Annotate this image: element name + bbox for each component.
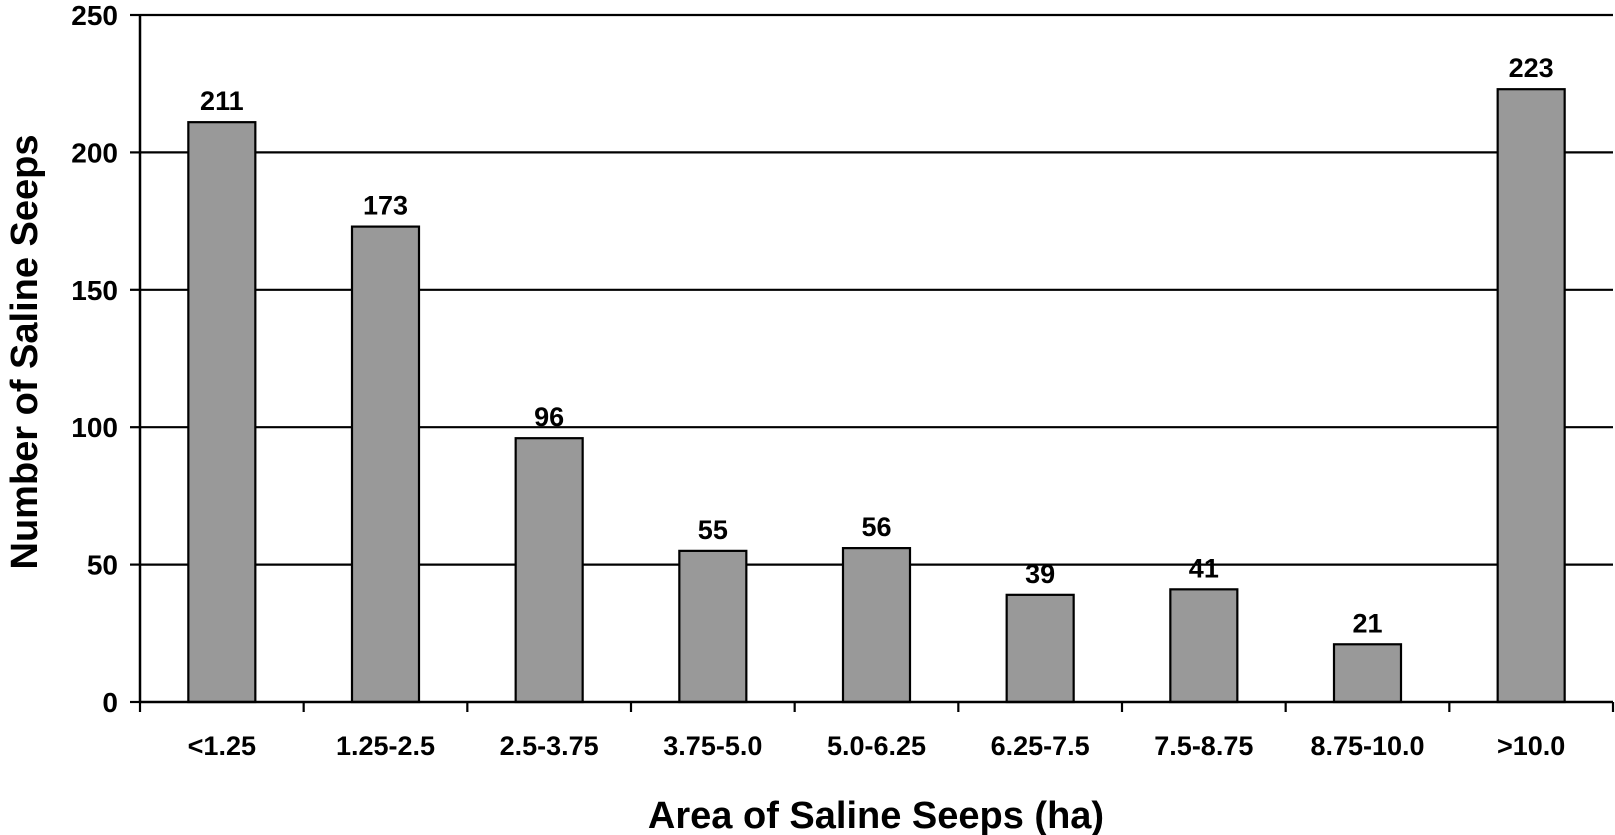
bar-data-label: 41 xyxy=(1189,553,1219,583)
x-category-label: 3.75-5.0 xyxy=(663,731,762,761)
x-category-label: 1.25-2.5 xyxy=(336,731,435,761)
axes xyxy=(130,13,1615,712)
bar-data-label: 173 xyxy=(363,191,408,221)
bar-data-label: 223 xyxy=(1509,53,1554,83)
bar xyxy=(1496,88,1566,704)
bar xyxy=(350,225,421,704)
x-category-label: <1.25 xyxy=(188,731,256,761)
bar xyxy=(1169,588,1239,704)
y-tick-label: 200 xyxy=(71,137,118,168)
bar xyxy=(187,121,257,704)
x-category-label: 6.25-7.5 xyxy=(991,731,1090,761)
x-axis-title: Area of Saline Seeps (ha) xyxy=(648,795,1104,835)
y-tick-label: 250 xyxy=(71,0,118,31)
y-tick-label: 100 xyxy=(71,412,118,443)
y-axis-title: Number of Saline Seeps xyxy=(4,134,46,569)
bar-data-label: 96 xyxy=(534,402,564,432)
bar-data-label: 56 xyxy=(861,512,891,542)
bars xyxy=(187,88,1566,704)
x-category-label: >10.0 xyxy=(1497,731,1565,761)
bar xyxy=(841,547,912,704)
x-category-label: 8.75-10.0 xyxy=(1310,731,1424,761)
y-tick-label: 150 xyxy=(71,275,118,306)
bar xyxy=(1005,593,1075,704)
labels: 0 50 100 150 200 250 211 <1.25 173 1.25-2.5 96 2.5-… xyxy=(71,0,1565,761)
x-category-label: 7.5-8.75 xyxy=(1154,731,1253,761)
bar-data-label: 21 xyxy=(1352,608,1382,638)
y-tick-label: 0 xyxy=(102,687,118,718)
bar-data-label: 39 xyxy=(1025,559,1055,589)
bar xyxy=(1332,643,1403,704)
x-category-label: 5.0-6.25 xyxy=(827,731,926,761)
bar xyxy=(514,437,584,704)
bar xyxy=(678,549,748,704)
bar-data-label: 55 xyxy=(698,515,728,545)
x-category-label: 2.5-3.75 xyxy=(500,731,599,761)
y-tick-label: 50 xyxy=(87,550,118,581)
bar-data-label: 211 xyxy=(200,86,244,116)
